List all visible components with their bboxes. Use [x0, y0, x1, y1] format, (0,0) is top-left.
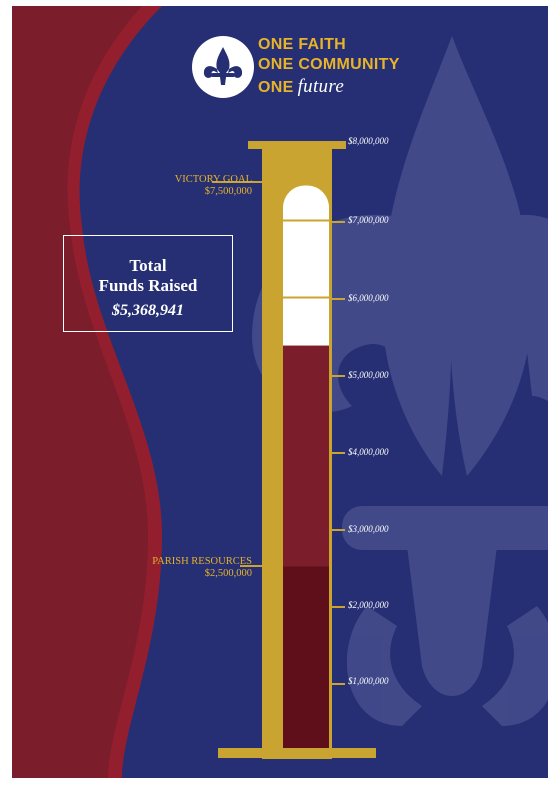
total-title-line1: Total	[129, 256, 167, 275]
tick-label-7m: $7,000,000	[348, 215, 389, 225]
total-funds-amount: $5,368,941	[112, 302, 184, 319]
poster: ONE FAITH ONE COMMUNITY ONE future VICTOR…	[12, 6, 548, 778]
remaining-to-goal-body	[283, 205, 329, 346]
victory-goal-label: VICTORY GOAL $7,500,000	[175, 174, 252, 198]
thermometer-base	[218, 748, 376, 758]
logo-line-one-faith: ONE FAITH	[258, 36, 347, 53]
tick-label-2m: $2,000,000	[348, 600, 389, 610]
parish-resources-amount: $2,500,000	[204, 568, 252, 579]
tick-label-6m: $6,000,000	[348, 293, 389, 303]
left-wave-inner-shape	[12, 6, 148, 778]
total-title-line2: Funds Raised	[98, 276, 198, 295]
parish-resources-title: PARISH RESOURCES	[152, 556, 252, 567]
poster-background	[12, 6, 548, 778]
victory-goal-amount: $7,500,000	[204, 186, 252, 197]
thermometer	[212, 141, 376, 759]
logo-one-word: ONE	[258, 79, 294, 96]
parish-resources-label: PARISH RESOURCES $2,500,000	[152, 556, 252, 580]
tick-label-8m: $8,000,000	[348, 136, 389, 146]
fleur-de-lis-icon	[203, 47, 243, 85]
tick-label-4m: $4,000,000	[348, 447, 389, 457]
total-funds-box: Total Funds Raised $5,368,941	[63, 235, 233, 332]
tick-label-5m: $5,000,000	[348, 370, 389, 380]
logo-line-one-future: ONE future	[258, 76, 344, 98]
victory-goal-title: VICTORY GOAL	[174, 174, 252, 185]
logo-line-one-community: ONE COMMUNITY	[258, 56, 400, 73]
tick-label-1m: $1,000,000	[348, 676, 389, 686]
raised-funds-fill	[283, 345, 329, 567]
logo-future-word: future	[297, 76, 345, 97]
thermometer-cap	[248, 141, 346, 149]
logo-badge	[192, 36, 254, 98]
total-funds-title: Total Funds Raised	[64, 256, 232, 296]
tick-label-3m: $3,000,000	[348, 524, 389, 534]
parish-resources-fill	[283, 566, 329, 748]
